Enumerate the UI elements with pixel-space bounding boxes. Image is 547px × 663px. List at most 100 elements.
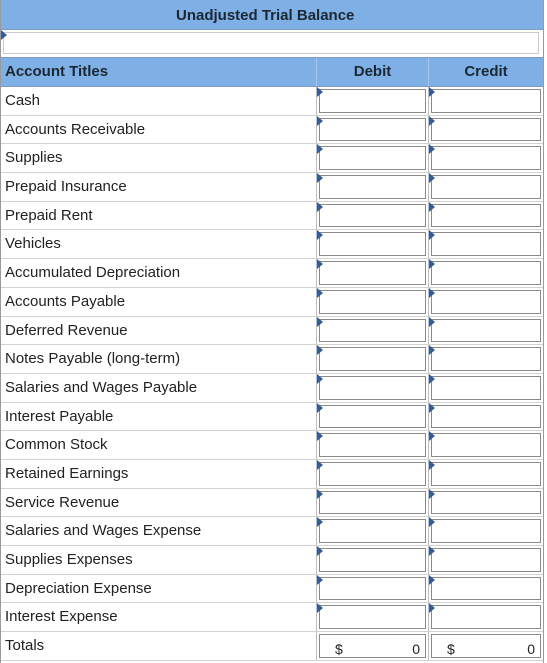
credit-input[interactable] xyxy=(431,576,541,601)
column-header-debit: Debit xyxy=(317,58,429,86)
credit-cell xyxy=(429,546,543,574)
debit-cell xyxy=(317,345,429,373)
debit-cell xyxy=(317,517,429,545)
debit-input[interactable] xyxy=(319,548,426,572)
input-marker-icon xyxy=(317,603,323,614)
account-row: Interest Expense xyxy=(1,603,543,633)
credit-cell xyxy=(429,115,543,144)
credit-cell xyxy=(429,287,543,316)
input-marker-icon xyxy=(429,316,435,327)
credit-input[interactable] xyxy=(431,318,541,343)
debit-input[interactable] xyxy=(319,89,426,113)
input-marker-icon xyxy=(317,488,323,499)
debit-cell xyxy=(317,574,429,603)
debit-cell xyxy=(317,546,429,574)
credit-input[interactable] xyxy=(431,261,541,285)
input-marker-icon xyxy=(317,431,323,442)
credit-cell xyxy=(429,373,543,402)
account-title: Notes Payable (long-term) xyxy=(1,345,317,373)
credit-input[interactable] xyxy=(431,117,541,142)
input-marker-icon xyxy=(317,201,323,212)
debit-input[interactable] xyxy=(319,375,426,400)
debit-cell xyxy=(317,459,429,488)
credit-input[interactable] xyxy=(431,461,541,486)
account-title: Salaries and Wages Payable xyxy=(1,373,317,402)
credit-input[interactable] xyxy=(431,404,541,429)
credit-input[interactable] xyxy=(431,490,541,515)
debit-input[interactable] xyxy=(319,605,426,630)
credit-input[interactable] xyxy=(431,175,541,199)
credit-input[interactable] xyxy=(431,375,541,400)
credit-input[interactable] xyxy=(431,203,541,228)
input-marker-icon xyxy=(317,574,323,585)
debit-input[interactable] xyxy=(319,433,426,457)
credit-input[interactable] xyxy=(431,605,541,630)
debit-input[interactable] xyxy=(319,117,426,142)
debit-input[interactable] xyxy=(319,289,426,314)
credit-input[interactable] xyxy=(431,347,541,371)
debit-input[interactable] xyxy=(319,404,426,429)
account-title: Retained Earnings xyxy=(1,459,317,488)
debit-input[interactable] xyxy=(319,519,426,543)
debit-input[interactable] xyxy=(319,490,426,515)
debit-input[interactable] xyxy=(319,461,426,486)
input-marker-icon xyxy=(429,517,435,528)
input-marker-icon xyxy=(429,144,435,155)
input-marker-icon xyxy=(317,316,323,327)
debit-input[interactable] xyxy=(319,261,426,285)
debit-cell xyxy=(317,259,429,287)
credit-input[interactable] xyxy=(431,232,541,257)
credit-input[interactable] xyxy=(431,89,541,113)
debit-input[interactable] xyxy=(319,347,426,371)
account-title: Accounts Receivable xyxy=(1,115,317,144)
debit-input[interactable] xyxy=(319,576,426,601)
credit-cell xyxy=(429,87,543,115)
account-row: Supplies Expenses xyxy=(1,546,543,575)
account-title: Accounts Payable xyxy=(1,287,317,316)
credit-input[interactable] xyxy=(431,433,541,457)
debit-input[interactable] xyxy=(319,318,426,343)
credit-input[interactable] xyxy=(431,519,541,543)
credit-input[interactable] xyxy=(431,289,541,314)
input-marker-icon xyxy=(429,603,435,614)
input-marker-icon xyxy=(429,488,435,499)
account-row: Accumulated Depreciation xyxy=(1,259,543,288)
totals-label: Totals xyxy=(1,632,317,660)
account-row: Interest Payable xyxy=(1,402,543,432)
input-marker-icon xyxy=(317,546,323,556)
credit-cell xyxy=(429,259,543,287)
debit-cell xyxy=(317,402,429,431)
input-marker-icon xyxy=(429,87,435,97)
debit-input[interactable] xyxy=(319,175,426,199)
credit-input[interactable] xyxy=(431,548,541,572)
debit-total-value: 0 xyxy=(412,641,420,658)
credit-input[interactable] xyxy=(431,146,541,171)
debit-input[interactable] xyxy=(319,203,426,228)
input-marker-icon xyxy=(317,287,323,298)
header-input-row xyxy=(1,30,543,58)
account-title: Salaries and Wages Expense xyxy=(1,517,317,545)
debit-cell xyxy=(317,373,429,402)
input-marker-icon xyxy=(429,373,435,384)
account-row: Salaries and Wages Payable xyxy=(1,373,543,403)
account-title: Supplies xyxy=(1,144,317,173)
debit-input[interactable] xyxy=(319,232,426,257)
debit-cell xyxy=(317,316,429,345)
input-marker-icon xyxy=(429,230,435,241)
input-marker-icon xyxy=(429,173,435,184)
debit-cell xyxy=(317,173,429,201)
debit-cell xyxy=(317,230,429,259)
debit-cell xyxy=(317,201,429,230)
heading-input[interactable] xyxy=(3,32,539,54)
account-row: Accounts Payable xyxy=(1,287,543,317)
account-title: Common Stock xyxy=(1,431,317,459)
debit-cell xyxy=(317,488,429,517)
account-row: Salaries and Wages Expense xyxy=(1,517,543,546)
account-row: Service Revenue xyxy=(1,488,543,518)
debit-input[interactable] xyxy=(319,146,426,171)
debit-total-box: $ 0 xyxy=(319,634,426,658)
credit-total-value: 0 xyxy=(527,641,535,658)
input-marker-icon xyxy=(429,546,435,556)
account-row: Prepaid Rent xyxy=(1,201,543,231)
input-marker-icon xyxy=(317,144,323,155)
